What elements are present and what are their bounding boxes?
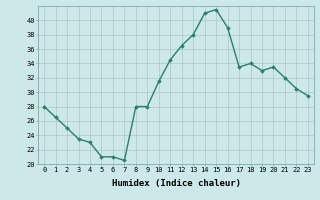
X-axis label: Humidex (Indice chaleur): Humidex (Indice chaleur) — [111, 179, 241, 188]
